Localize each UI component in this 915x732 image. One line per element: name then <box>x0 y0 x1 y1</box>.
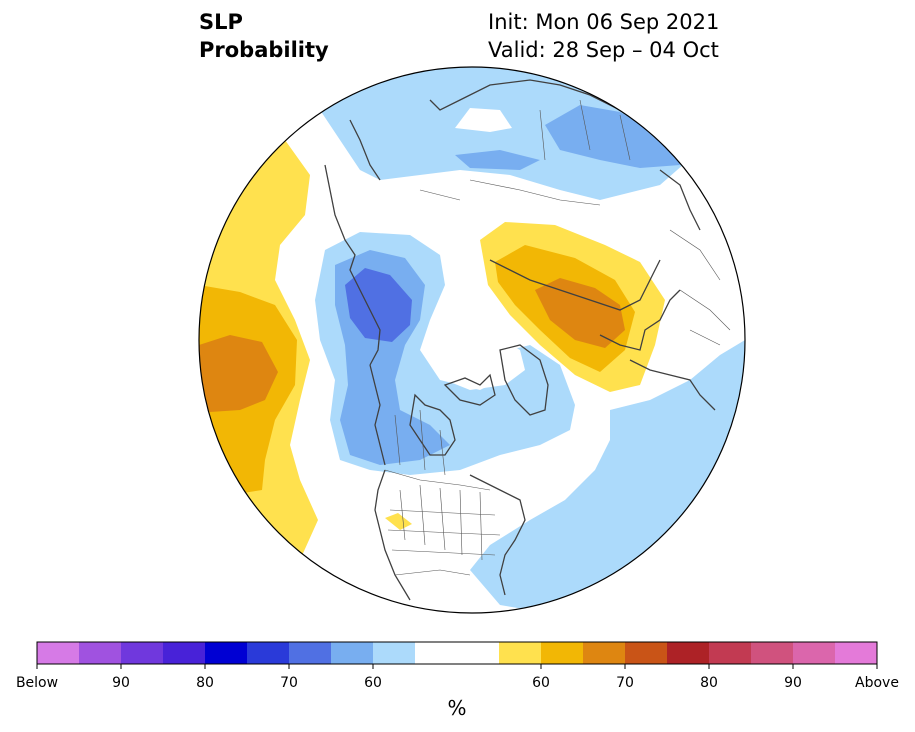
map-title: SLP Probability <box>199 8 329 64</box>
globe-outline <box>198 66 746 614</box>
colorbar-swatch <box>709 642 752 664</box>
colorbar-swatch <box>121 642 164 664</box>
coast-hudson <box>409 393 456 456</box>
colorbar-swatch <box>793 642 836 664</box>
colorbar-tick-label: 60 <box>364 675 382 691</box>
border-russia-2 <box>419 179 601 206</box>
border-mexico <box>394 569 471 576</box>
coast-india <box>659 169 701 231</box>
border-europe <box>669 229 731 346</box>
colorbar-swatch <box>583 642 626 664</box>
colorbar-frame <box>36 641 878 665</box>
border-states-2 <box>387 509 501 556</box>
coast-kamchatka <box>349 119 381 181</box>
north-below-mid-2 <box>455 150 540 170</box>
coast-east-us <box>469 474 526 596</box>
border-canada-us <box>384 469 491 491</box>
north-below-mid <box>545 105 680 168</box>
white-hole-greenland <box>425 330 525 390</box>
colorbar-tick-label: Below <box>15 675 59 691</box>
coast-arctic-islands <box>443 373 496 406</box>
colorbar-swatch <box>79 642 122 664</box>
colorbar-tick-label: 80 <box>700 675 718 691</box>
borders <box>384 99 731 576</box>
colorbar-swatch <box>499 642 542 664</box>
colorbar-swatch <box>289 642 332 664</box>
colorbar-swatch <box>625 642 668 664</box>
colorbar-swatch <box>541 642 584 664</box>
pacific-above-core <box>199 335 278 412</box>
coast-siberia <box>489 259 661 311</box>
colorbar-swatch <box>163 642 206 664</box>
coast-asia-north <box>429 79 621 111</box>
colorbar-tick-label: Above <box>855 675 899 691</box>
coastlines <box>324 79 716 601</box>
colorbar-swatch <box>751 642 794 664</box>
border-states-1 <box>399 484 483 561</box>
colorbar-tick-label: 70 <box>616 675 634 691</box>
colorbar-unit: % <box>447 696 467 720</box>
colorbar-swatch <box>835 642 878 664</box>
colorbar-swatch <box>247 642 290 664</box>
title-probability: Probability <box>199 38 329 62</box>
colorbar-swatch <box>373 642 416 664</box>
colorbar-swatch <box>37 642 80 664</box>
init-date: Init: Mon 06 Sep 2021 <box>488 10 720 34</box>
colorbar-swatch <box>667 642 710 664</box>
title-slp: SLP <box>199 10 243 34</box>
coast-greenland <box>499 344 549 416</box>
coast-alaska <box>324 164 381 366</box>
coast-scandinavia <box>599 289 681 351</box>
valid-range: Valid: 28 Sep – 04 Oct <box>488 38 719 62</box>
coast-canada-west <box>369 364 386 466</box>
utah-above <box>385 513 412 530</box>
canada-below-core <box>345 268 412 342</box>
colorbar-tick-label: 80 <box>196 675 214 691</box>
colorbar-swatch <box>205 642 248 664</box>
colorbar <box>36 642 878 669</box>
colorbar-swatch <box>331 642 374 664</box>
coast-europe <box>629 359 716 411</box>
map-dates: Init: Mon 06 Sep 2021 Valid: 28 Sep – 04… <box>488 8 719 64</box>
border-canada-prov <box>394 409 446 476</box>
colorbar-swatch <box>457 642 500 664</box>
border-russia-1 <box>539 99 631 161</box>
white-hole-north <box>455 108 512 132</box>
colorbar-tick-label: 90 <box>112 675 130 691</box>
eurasia-above-core <box>535 278 625 348</box>
colorbar-swatch <box>415 642 458 664</box>
colorbar-tick-label: 90 <box>784 675 802 691</box>
probability-field <box>199 67 745 613</box>
colorbar-tick-label: 70 <box>280 675 298 691</box>
colorbar-tick-label: 60 <box>532 675 550 691</box>
